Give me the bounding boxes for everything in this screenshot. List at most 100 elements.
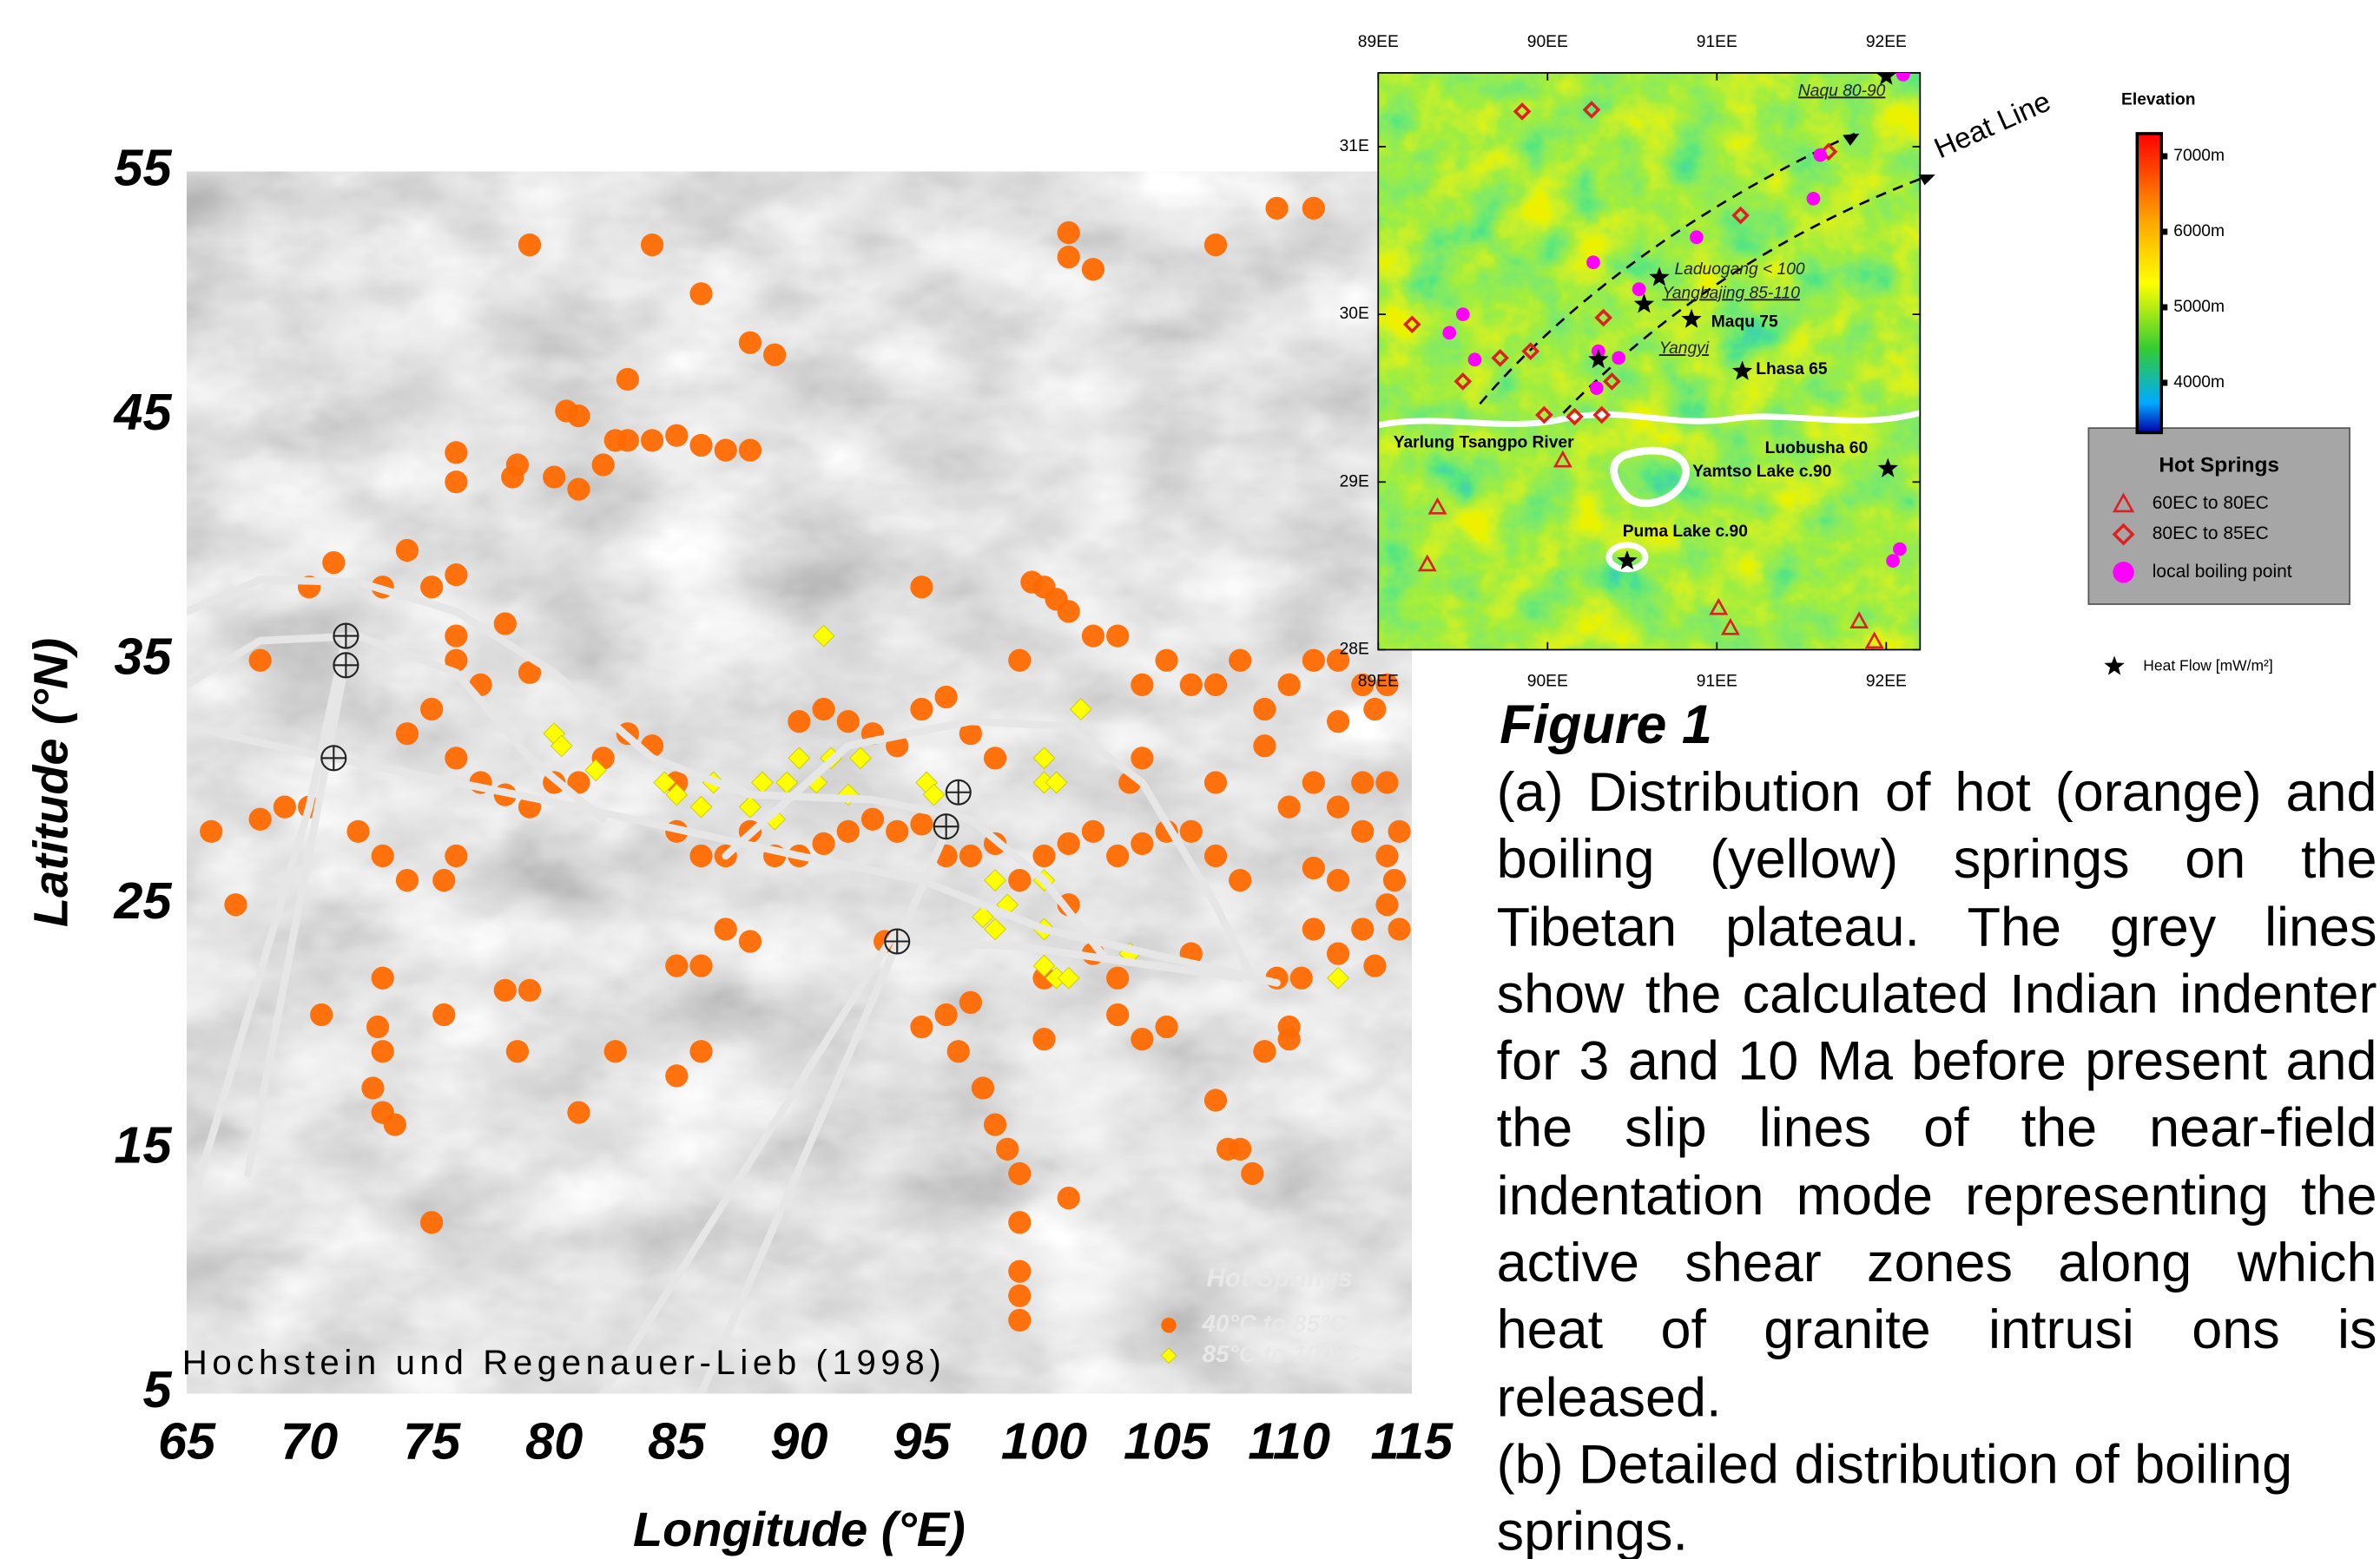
point [715,438,737,461]
point [432,869,455,891]
x-tick-label: 105 [1124,1412,1210,1470]
point [1204,771,1227,793]
point [1327,796,1349,819]
point [346,820,369,843]
point [947,1040,970,1062]
point [1131,832,1153,855]
point [910,698,933,720]
credit: Hochstein und Regenauer-Lieb (1998) [182,1343,946,1382]
point [432,1003,455,1026]
point [384,1114,406,1136]
point [333,653,358,677]
point [984,747,1006,769]
point [1351,918,1374,940]
point [1008,869,1031,891]
point-label: Laduogang < 100 [1674,260,1804,279]
point [1204,845,1227,867]
point [1082,820,1104,843]
point [1265,197,1288,220]
hillshade [187,172,1412,1394]
y-tick-label: 25 [113,872,172,930]
point [506,1040,529,1062]
point [739,332,761,354]
point-label: Yangyi [1659,339,1710,358]
point [1229,1138,1251,1161]
point [984,1114,1006,1136]
point [321,746,346,770]
point [1008,1285,1031,1307]
point [1590,381,1604,395]
point [1180,674,1203,696]
point [641,234,663,256]
point [322,551,345,574]
y-tick-label: 5 [142,1360,172,1418]
legend-label: local boiling point [2153,562,2292,582]
x-tick-label: 92EE [1866,672,1907,690]
point [1058,246,1080,268]
legend-label: 85°C to 100°C [1202,1340,1361,1367]
point [1082,624,1104,647]
point [518,979,541,1002]
colorbar-tick [2161,304,2167,310]
point [910,812,933,835]
point [592,453,615,476]
y-tick-label: 55 [114,138,172,196]
point [1363,955,1386,977]
point [1058,1187,1080,1209]
point [972,1076,994,1099]
point [249,808,272,831]
point [445,563,467,586]
point [372,967,394,990]
point [886,820,908,843]
point [1807,192,1821,206]
point [200,820,222,843]
point [935,1003,958,1026]
colorbar-tick-label: 6000m [2173,222,2225,240]
point [543,465,565,488]
point [1106,967,1129,990]
point [665,955,688,977]
x-tick-label: 92EE [1866,33,1907,51]
point [885,930,909,954]
point [959,845,982,867]
point [1082,258,1104,280]
point [1278,674,1301,696]
point [445,624,467,647]
point [1155,649,1177,672]
y-tick-label: 35 [114,627,172,685]
point [1253,698,1276,720]
point [1241,1162,1263,1185]
y-tick-label: 28E [1340,641,1369,659]
point [1375,893,1398,916]
point [1456,307,1470,321]
x-tick-label: 89EE [1358,672,1399,690]
point-label: Naqu 80-90 [1798,82,1886,100]
point [1131,674,1153,696]
point [739,438,761,461]
point [1180,820,1203,843]
point [910,576,933,598]
point [1278,796,1301,819]
point [361,1076,384,1099]
point [366,1016,389,1038]
point [1229,649,1251,672]
point [910,1016,933,1038]
legend-marker [1161,1318,1176,1332]
point [445,845,467,867]
point-label: Lhasa 65 [1756,360,1828,378]
point [861,808,884,831]
annotation: Heat Line [1929,86,2055,166]
point [445,441,467,464]
x-tick-label: 80 [525,1412,583,1470]
point [1204,1089,1227,1111]
caption: (a) Distribution of hot (orange) and boi… [1497,759,2377,1559]
point [837,710,860,733]
point [1586,255,1600,269]
x-tick-label: 85 [648,1412,706,1470]
point [616,368,639,391]
point [1442,326,1456,340]
inset-map [1378,73,1928,650]
y-tick-label: 29E [1340,472,1369,490]
annotation: Yarlung Tsangpo River [1394,434,1574,452]
caption-title: Figure 1 [1500,694,1712,755]
